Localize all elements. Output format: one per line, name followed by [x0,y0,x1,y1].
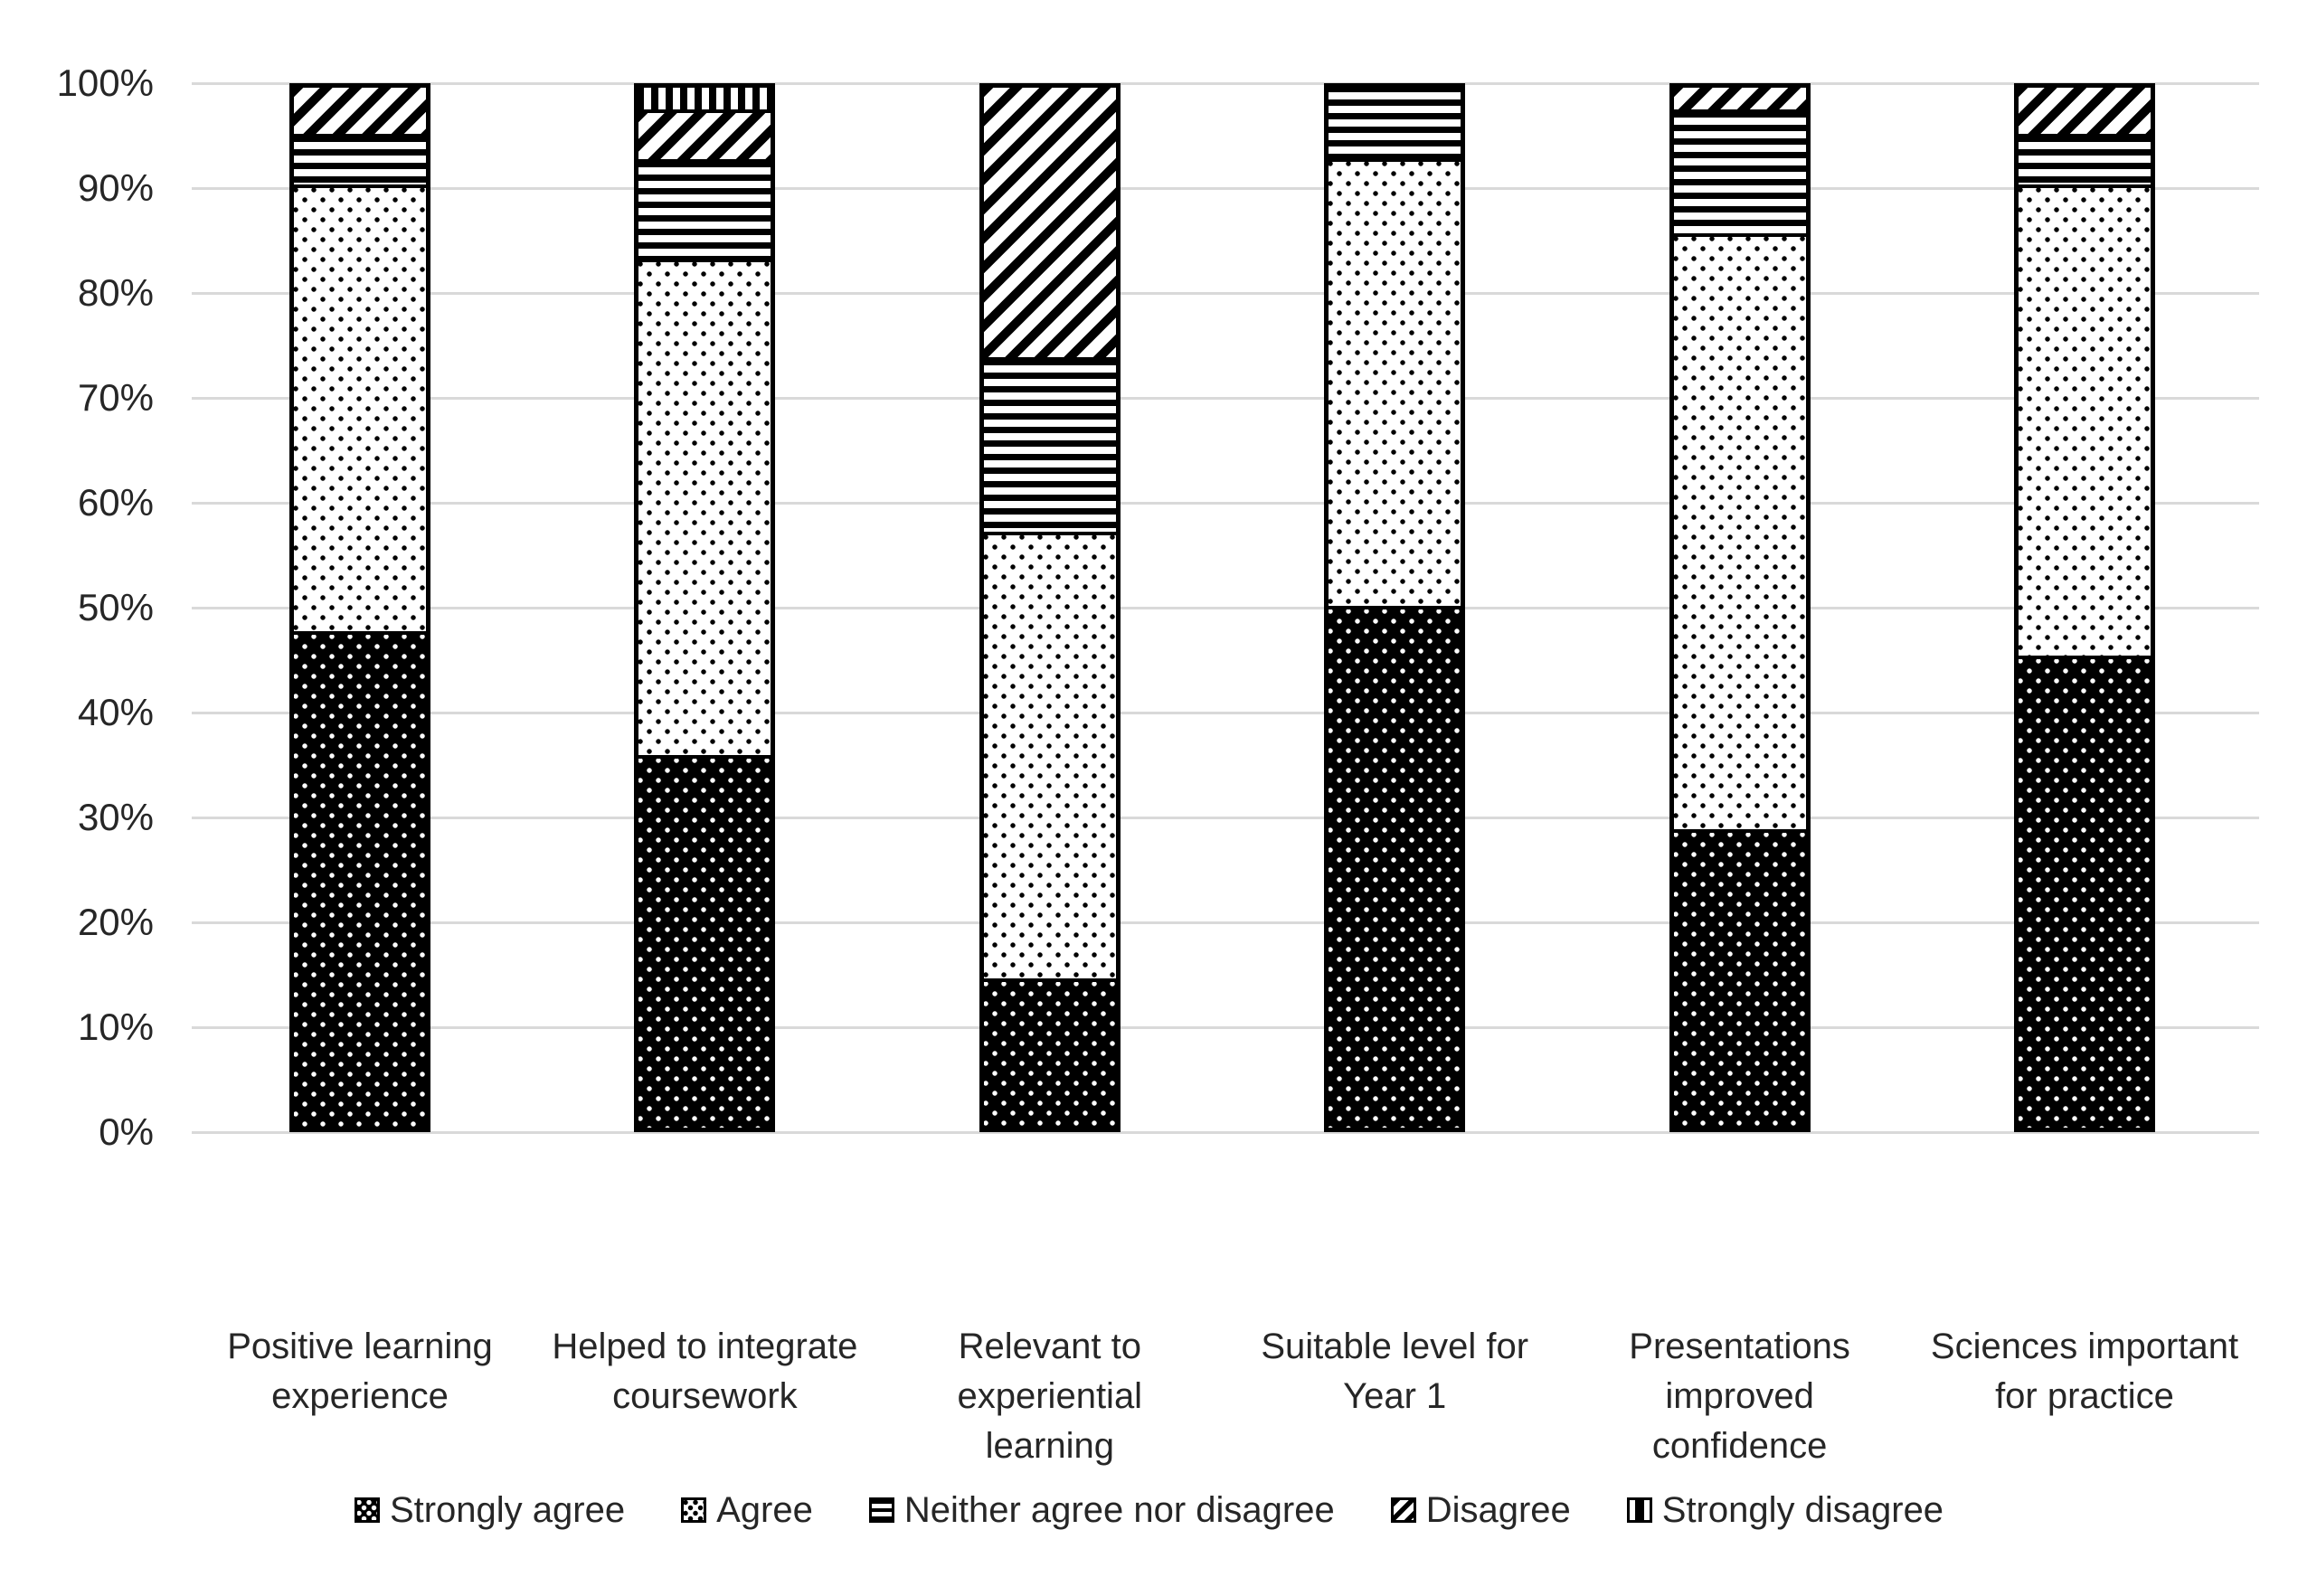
gridline [192,816,2259,819]
bar-segment-agree [1327,159,1463,608]
bar-segment-neither-agree-nor-disagree [1327,86,1463,160]
legend-label: Strongly agree [389,1490,626,1530]
bar-segment-agree [637,260,773,757]
legend-label: Disagree [1425,1490,1571,1530]
bar-segment-disagree [2017,86,2152,137]
legend-swatch-agree-icon [681,1497,707,1523]
bar [1324,83,1466,1132]
gridline [192,81,2259,85]
bar-segment-neither-agree-nor-disagree [1671,110,1808,235]
y-axis-tick-label: 10% [77,1006,154,1048]
y-axis-tick-label: 100% [56,61,154,104]
bar-segment-agree [1671,235,1808,831]
gridline [192,711,2259,714]
legend-item-strongly-disagree: Strongly disagree [1626,1490,1944,1530]
gridline [192,501,2259,505]
bar-segment-agree [2017,185,2152,658]
bar-segment-agree [292,185,428,634]
bar [2014,83,2155,1132]
legend: Strongly agree Agree Neither agree nor dis… [0,1490,2298,1530]
bar-segment-neither-agree-nor-disagree [292,136,428,186]
gridline [192,396,2259,400]
y-axis-tick-label: 40% [77,691,154,733]
y-axis-tick-label: 50% [77,586,154,628]
category-label: Presentations improved confidence [1629,1327,1850,1466]
category-label: Helped to integrate coursework [552,1327,858,1416]
bar [289,83,430,1132]
legend-swatch-strongly-agree-icon [354,1497,380,1523]
y-axis-tick-label: 60% [77,481,154,524]
bar-segment-strongly-agree [292,633,428,1129]
category-label: Sciences important for practice [1930,1327,2239,1416]
legend-label: Strongly disagree [1661,1490,1944,1530]
category-label: Suitable level for Year 1 [1261,1327,1529,1416]
gridline [192,606,2259,609]
bar-segment-strongly-agree [637,757,773,1129]
legend-label: Neither agree nor disagree [903,1490,1335,1530]
bar-segment-neither-agree-nor-disagree [637,161,773,260]
y-axis-tick-label: 80% [77,271,154,314]
y-axis-tick-label: 30% [77,796,154,838]
legend-swatch-strongly-disagree-icon [1626,1497,1652,1523]
y-axis-tick-label: 0% [99,1110,154,1153]
y-axis-tick-label: 90% [77,166,154,209]
y-axis-tick-label: 20% [77,901,154,943]
bar-segment-neither-agree-nor-disagree [981,359,1118,534]
bar-segment-disagree [981,86,1118,360]
legend-item-disagree: Disagree [1390,1490,1571,1530]
category-label: Positive learning experience [227,1327,493,1416]
bar-segment-neither-agree-nor-disagree [2017,136,2152,186]
legend-label: Agree [716,1490,813,1530]
gridline [192,921,2259,924]
bar-segment-strongly-agree [2017,657,2152,1129]
category-label: Relevant to experiential learning [957,1327,1143,1466]
bar-segment-agree [981,533,1118,981]
y-axis-tick-label: 70% [77,376,154,419]
bar-segment-disagree [1671,86,1808,111]
legend-item-strongly-agree: Strongly agree [354,1490,626,1530]
bar-segment-strongly-disagree [637,86,773,111]
legend-swatch-disagree-icon [1390,1497,1416,1523]
bar [1669,83,1811,1132]
gridline [192,186,2259,190]
legend-item-neither-agree-nor-disagree: Neither agree nor disagree [868,1490,1335,1530]
legend-swatch-neither-agree-nor-disagree-icon [868,1497,894,1523]
bar-segment-strongly-agree [1327,607,1463,1129]
gridline [192,1025,2259,1029]
gridline [192,291,2259,295]
legend-item-agree: Agree [681,1490,813,1530]
bar [979,83,1121,1132]
gridline [192,1130,2259,1134]
bar [634,83,776,1132]
bar-segment-disagree [637,110,773,162]
bar-segment-disagree [292,86,428,137]
bar-segment-strongly-agree [1671,830,1808,1129]
bar-segment-strongly-agree [981,980,1118,1129]
